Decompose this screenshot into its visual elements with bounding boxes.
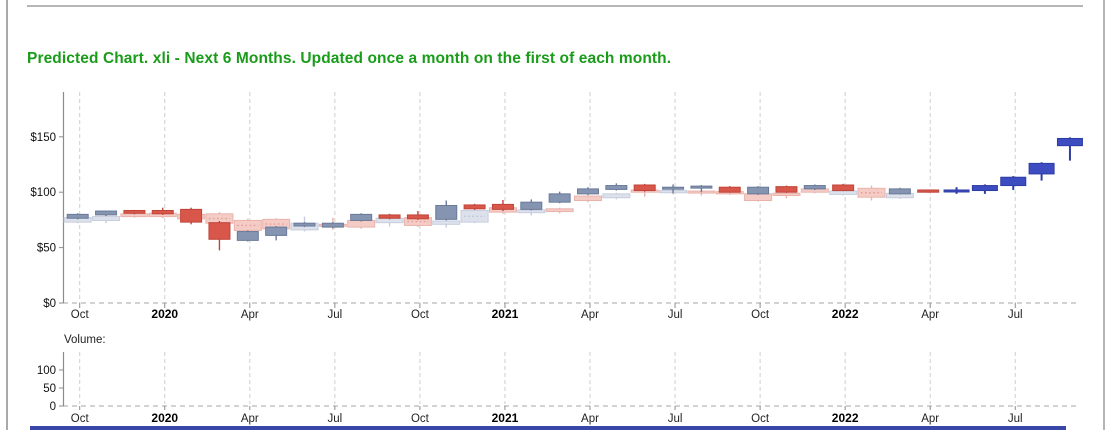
candle-body xyxy=(208,222,231,240)
candle-body xyxy=(857,187,886,198)
candle-body xyxy=(95,210,118,216)
volume-y-tick-label: 50 xyxy=(43,383,56,395)
candle-body xyxy=(829,190,858,195)
candle-body xyxy=(832,184,855,192)
candle-body xyxy=(406,214,429,220)
candle-body xyxy=(1028,162,1055,175)
candle-body xyxy=(690,185,713,189)
candle-body xyxy=(545,208,574,213)
candle-body xyxy=(747,186,770,195)
candle-body xyxy=(971,185,998,192)
candle-body xyxy=(662,186,685,190)
candle-body xyxy=(520,201,543,210)
page-right-border xyxy=(1103,0,1105,430)
candle-body xyxy=(602,193,631,199)
volume-x-year-label: 2022 xyxy=(832,411,859,425)
price-x-year-label: 2021 xyxy=(492,307,519,321)
page-left-border xyxy=(6,0,8,430)
candle-body xyxy=(633,184,656,192)
candle-body xyxy=(151,209,174,215)
price-x-month-label: Jul xyxy=(668,309,683,321)
candle-body xyxy=(432,220,461,225)
candle-body xyxy=(775,186,798,193)
candle-body xyxy=(123,209,146,214)
candle-body xyxy=(321,222,344,228)
volume-x-month-label: Jul xyxy=(668,413,683,425)
candle-body xyxy=(577,188,599,195)
price-y-tick-label: $150 xyxy=(30,132,56,144)
candle-body xyxy=(943,189,970,193)
candle-body xyxy=(180,208,203,223)
price-x-month-label: Oct xyxy=(751,309,770,321)
candle-body xyxy=(463,204,486,210)
candle-body xyxy=(435,204,458,220)
chart-title: Predicted Chart. xli - Next 6 Months. Up… xyxy=(27,50,672,67)
candle-body xyxy=(574,195,602,202)
price-x-year-label: 2022 xyxy=(832,307,859,321)
price-x-month-label: Jul xyxy=(327,309,342,321)
candle-body xyxy=(350,213,373,221)
bottom-clipped-bar xyxy=(30,426,1066,430)
top-divider xyxy=(27,5,1083,7)
volume-x-month-label: Jul xyxy=(1008,413,1023,425)
price-y-tick-label: $100 xyxy=(30,187,56,199)
candle-body xyxy=(460,209,489,223)
volume-x-month-label: Apr xyxy=(581,413,599,425)
price-x-month-label: Oct xyxy=(411,309,430,321)
volume-x-month-label: Oct xyxy=(751,413,770,425)
price-x-month-label: Apr xyxy=(581,309,599,321)
candle-body xyxy=(1056,137,1083,147)
price-x-year-label: 2020 xyxy=(151,307,178,321)
candle-body xyxy=(718,186,741,193)
price-y-tick-label: $0 xyxy=(43,298,56,310)
candle-body xyxy=(491,203,514,210)
volume-x-month-label: Oct xyxy=(71,413,90,425)
candle-body xyxy=(236,231,259,241)
candle-body xyxy=(917,189,940,193)
price-x-month-label: Oct xyxy=(71,309,90,321)
candle-body xyxy=(66,213,89,219)
price-x-month-label: Apr xyxy=(921,309,939,321)
volume-x-year-label: 2021 xyxy=(492,411,519,425)
volume-x-month-label: Apr xyxy=(241,413,259,425)
volume-x-month-label: Jul xyxy=(327,413,342,425)
price-y-tick-label: $50 xyxy=(37,243,56,255)
candle-body xyxy=(265,226,288,236)
price-x-month-label: Jul xyxy=(1008,309,1023,321)
volume-x-month-label: Oct xyxy=(411,413,430,425)
candle-body xyxy=(293,222,316,227)
volume-y-tick-label: 100 xyxy=(37,365,56,377)
candle-body xyxy=(772,192,801,197)
candle-body xyxy=(605,185,628,190)
candle-body xyxy=(92,216,121,221)
candle-body xyxy=(1000,176,1027,187)
volume-y-tick-label: 0 xyxy=(50,401,56,413)
candle-body xyxy=(378,214,401,219)
candle-body xyxy=(888,188,911,195)
volume-label: Volume: xyxy=(64,334,106,346)
volume-x-month-label: Apr xyxy=(921,413,939,425)
candle-body xyxy=(803,185,826,190)
candle-body xyxy=(548,193,571,203)
price-x-month-label: Apr xyxy=(241,309,259,321)
volume-x-year-label: 2020 xyxy=(151,411,178,425)
